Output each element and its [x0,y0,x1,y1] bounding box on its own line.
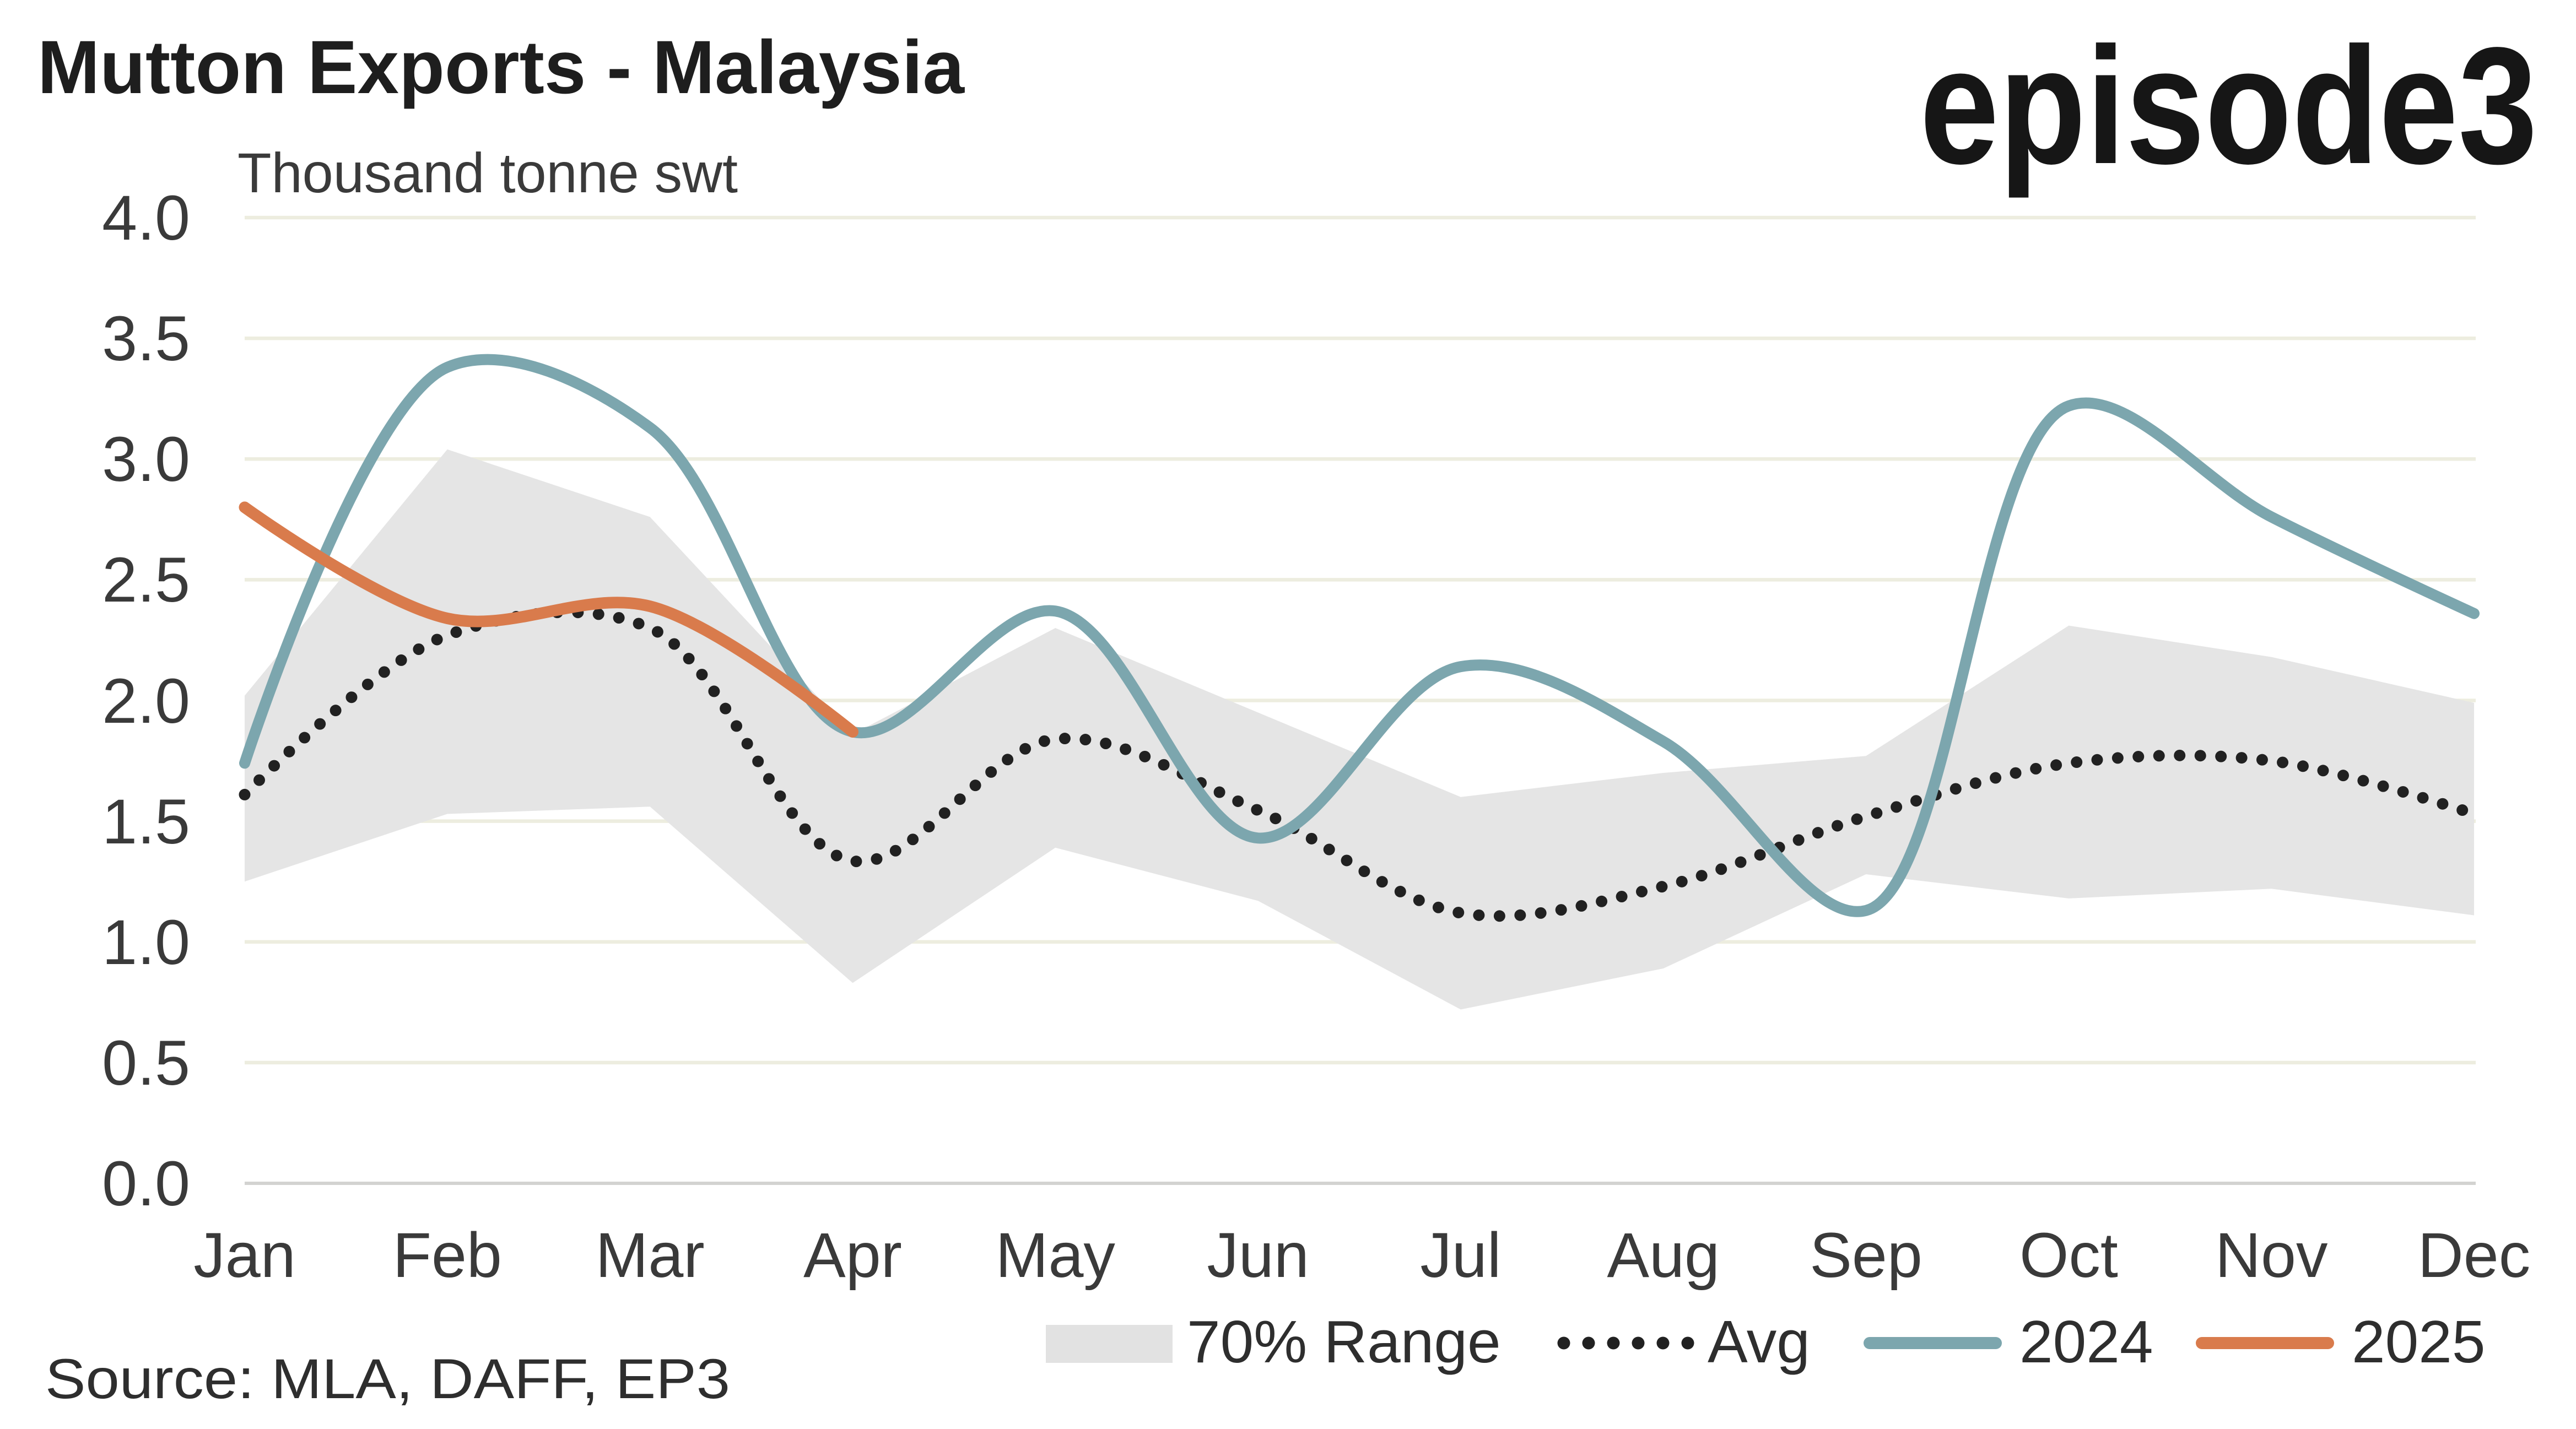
svg-text:May: May [996,1220,1116,1291]
svg-text:episode3: episode3 [1920,13,2537,199]
svg-text:Dec: Dec [2418,1220,2531,1291]
svg-text:3.0: 3.0 [102,424,190,495]
svg-text:0.5: 0.5 [102,1028,190,1098]
svg-text:Jan: Jan [193,1220,295,1291]
svg-text:Mutton Exports - Malaysia: Mutton Exports - Malaysia [37,25,965,110]
svg-text:1.5: 1.5 [102,787,190,857]
svg-text:3.5: 3.5 [102,304,190,374]
svg-text:Avg: Avg [1708,1308,1810,1376]
svg-text:2025: 2025 [2352,1308,2485,1376]
svg-text:Source: MLA, DAFF, EP3: Source: MLA, DAFF, EP3 [45,1347,730,1410]
svg-text:0.0: 0.0 [102,1149,190,1219]
svg-text:1.0: 1.0 [102,907,190,978]
svg-text:2024: 2024 [2019,1308,2153,1376]
svg-text:Feb: Feb [393,1220,502,1291]
svg-text:Mar: Mar [596,1220,705,1291]
svg-text:Jun: Jun [1207,1220,1309,1291]
svg-text:2.5: 2.5 [102,545,190,615]
svg-text:Nov: Nov [2215,1220,2328,1291]
svg-text:70% Range: 70% Range [1187,1308,1501,1376]
svg-text:Apr: Apr [803,1220,902,1291]
svg-text:2.0: 2.0 [102,666,190,737]
svg-text:Aug: Aug [1607,1220,1720,1291]
svg-text:Jul: Jul [1420,1220,1501,1291]
svg-text:Thousand tonne swt: Thousand tonne swt [237,142,738,204]
svg-text:Sep: Sep [1810,1220,1922,1291]
svg-text:4.0: 4.0 [102,183,190,253]
svg-text:Oct: Oct [2019,1220,2118,1291]
